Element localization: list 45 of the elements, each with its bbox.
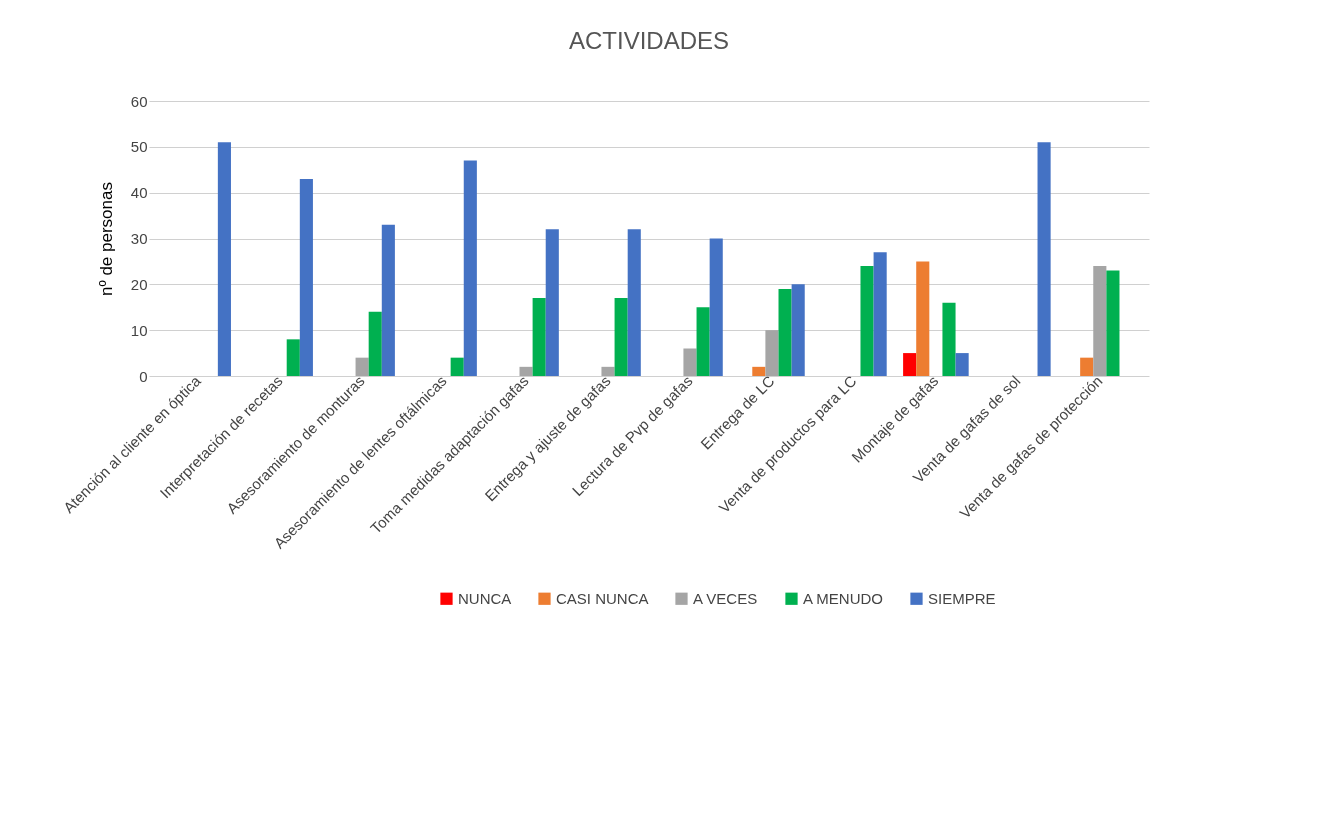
chart-title: ACTIVIDADES: [568, 27, 730, 54]
y-tick-label: 60: [130, 92, 148, 110]
bar: [903, 353, 917, 376]
bar: [532, 298, 546, 376]
bar: [791, 284, 805, 376]
bar: [916, 261, 930, 376]
legend-label: CASI NUNCA: [556, 589, 649, 607]
bar: [1106, 270, 1120, 376]
legend-label: A VECES: [693, 589, 758, 607]
bar: [601, 366, 615, 376]
bar: [217, 142, 231, 376]
bar: [627, 229, 641, 376]
legend-label: SIEMPRE: [928, 589, 996, 607]
bar: [765, 330, 779, 376]
bar: [778, 288, 792, 376]
bar: [519, 366, 533, 376]
bar: [1037, 142, 1051, 376]
bar: [752, 366, 766, 376]
bar: [683, 348, 697, 376]
y-tick-label: 10: [130, 321, 148, 339]
bar: [1093, 266, 1107, 376]
y-tick-label: 20: [130, 275, 148, 293]
bar: [860, 266, 874, 376]
bar: [955, 353, 969, 376]
bar: [368, 311, 382, 376]
y-tick-label: 40: [130, 184, 148, 202]
bar: [614, 298, 628, 376]
bar: [450, 357, 464, 376]
y-tick-label: 30: [130, 230, 148, 247]
bar: [299, 178, 313, 376]
bar: [355, 357, 369, 376]
bar: [545, 229, 559, 376]
y-axis-title: nº de personas: [96, 182, 116, 296]
bar: [942, 302, 956, 376]
legend-label: A MENUDO: [803, 589, 884, 607]
y-tick-label: 0: [139, 367, 148, 385]
y-tick-label: 50: [130, 138, 148, 156]
bar: [463, 160, 477, 376]
bar: [381, 224, 395, 376]
legend-label: NUNCA: [458, 589, 512, 607]
bar: [696, 307, 710, 376]
bar: [1080, 357, 1094, 376]
bar: [873, 252, 887, 376]
bar: [709, 238, 723, 376]
bar: [286, 339, 300, 376]
